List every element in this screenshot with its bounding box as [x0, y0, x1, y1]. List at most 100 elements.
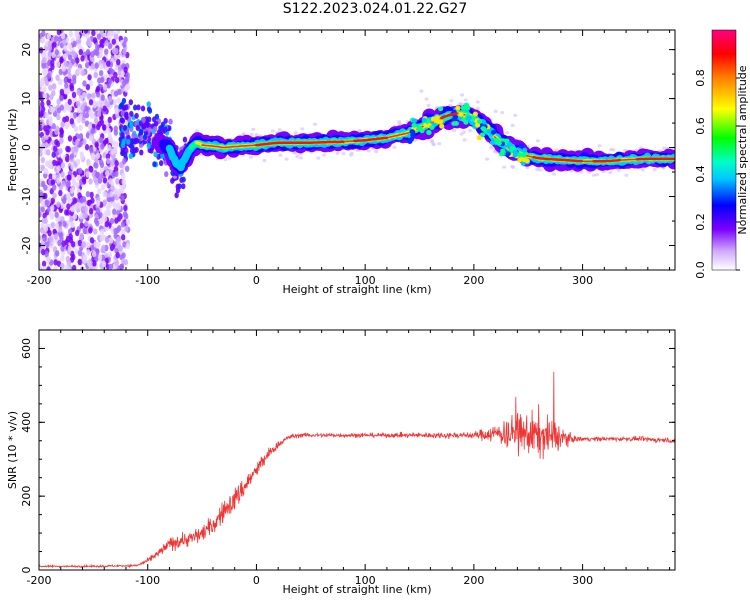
spectrogram-noise-blob — [74, 30, 79, 38]
spectrogram-transition-blob — [139, 135, 144, 142]
spectrogram-halo-blob — [341, 152, 346, 156]
spectrogram-noise-blob — [95, 91, 101, 98]
spectrogram-noise-blob — [107, 42, 113, 50]
spectrogram-noise-blob — [93, 228, 98, 235]
spectrogram-noise-blob — [125, 72, 130, 79]
spectrogram-transition-blob — [153, 151, 158, 158]
spectrogram-halo-blob — [392, 145, 397, 149]
spectrogram-ridge-core — [592, 158, 621, 163]
spectrogram-noise-blob — [39, 110, 44, 117]
spectrogram-noise-blob — [91, 250, 97, 258]
spectrogram-noise-blob — [99, 63, 104, 70]
spectrogram-noise-blob — [68, 62, 73, 69]
spectrogram-noise-blob — [57, 239, 62, 247]
spectrogram-transition-blob — [129, 120, 134, 127]
spectrogram-noise-blob — [124, 225, 129, 232]
spectrogram-noise-blob — [109, 190, 114, 198]
spectrogram-noise-blob — [91, 171, 97, 178]
snr-plot — [39, 371, 675, 569]
spectrogram-halo-blob — [624, 173, 629, 177]
colorbar-tick-label: 0.6 — [694, 117, 707, 135]
spectrogram-noise-blob — [58, 78, 63, 85]
spectrogram-noise-blob — [102, 105, 107, 112]
spectrogram-patch-blob — [475, 122, 481, 128]
spectrogram-x-tick-label: 0 — [253, 274, 260, 287]
spectrogram-patch-blob — [433, 118, 440, 124]
spectrogram-noise-blob — [122, 210, 128, 218]
spectrogram-noise-blob — [58, 147, 63, 155]
spectrogram-transition-blob — [140, 105, 146, 112]
spectrogram-noise-blob — [40, 200, 45, 207]
spectrogram-noise-blob — [119, 161, 124, 169]
spectrogram-noise-blob — [85, 48, 91, 56]
spectrogram-halo-blob — [460, 93, 465, 97]
spectrogram-noise-blob — [88, 134, 94, 142]
spectrogram-noise-blob — [110, 159, 115, 166]
spectrogram-noise-blob — [48, 120, 53, 127]
spectrogram-noise-blob — [81, 196, 87, 203]
spectrogram-noise-blob — [100, 183, 106, 191]
spectrogram-noise-blob — [108, 178, 113, 185]
spectrogram-noise-blob — [85, 39, 91, 47]
spectrogram-noise-blob — [109, 67, 114, 75]
spectrogram-noise-blob — [71, 91, 77, 99]
spectrogram-halo-blob — [278, 153, 283, 157]
spectrogram-noise-blob — [78, 167, 83, 175]
spectrogram-noise-blob — [44, 67, 49, 75]
snr-y-tick-label: 0 — [20, 567, 33, 574]
spectrogram-noise-blob — [64, 209, 69, 216]
spectrogram-halo-blob — [505, 131, 510, 135]
snr-x-tick-label: -200 — [27, 574, 52, 587]
spectrogram-noise-blob — [75, 158, 81, 166]
spectrogram-noise-blob — [82, 227, 88, 235]
spectrogram-noise-blob — [51, 151, 56, 158]
spectrogram-noise-blob — [82, 80, 87, 87]
snr-x-tick-label: 0 — [253, 574, 260, 587]
spectrogram-transition-blob — [152, 125, 158, 132]
spectrogram-transition-blob — [120, 110, 126, 117]
spectrogram-noise-blob — [54, 35, 59, 42]
spectrogram-noise-blob — [39, 80, 43, 88]
spectrogram-halo-blob — [652, 168, 657, 172]
spectrogram-x-tick-label: 100 — [355, 274, 376, 287]
spectrogram-noise-blob — [88, 207, 94, 215]
spectrogram-noise-blob — [54, 128, 59, 136]
spectrogram-noise-blob — [44, 199, 49, 206]
spectrogram-patch-blob — [408, 137, 414, 142]
spectrogram-noise-blob — [84, 32, 90, 39]
spectrogram-halo-blob — [284, 157, 289, 161]
spectrogram-noise-blob — [48, 173, 53, 180]
spectrogram-noise-blob — [101, 244, 106, 251]
spectrogram-noise-blob — [122, 41, 127, 48]
spectrogram-halo-blob — [249, 132, 254, 136]
spectrogram-noise-blob — [101, 261, 107, 268]
snr-y-tick-label: 600 — [20, 338, 33, 359]
spectrogram-noise-blob — [40, 206, 45, 213]
spectrogram-patch-blob — [476, 135, 482, 141]
spectrogram-noise-blob — [62, 39, 67, 46]
spectrogram-transition-blob — [156, 129, 162, 136]
spectrogram-noise-blob — [96, 110, 102, 118]
spectrogram-noise-blob — [70, 205, 75, 213]
spectrogram-noise-blob — [39, 150, 43, 157]
spectrogram-noise-blob — [116, 97, 121, 104]
spectrogram-noise-blob — [42, 57, 47, 64]
spectrogram-noise-blob — [81, 205, 86, 212]
spectrogram-noise-blob — [46, 184, 51, 192]
spectrogram-noise-blob — [74, 70, 79, 77]
spectrogram-noise-blob — [89, 191, 94, 199]
spectrogram-noise-blob — [89, 146, 94, 154]
spectrogram-noise-blob — [93, 71, 99, 79]
spectrogram-noise-blob — [99, 136, 104, 144]
spectrogram-noise-blob — [70, 221, 75, 228]
spectrogram-noise-blob — [77, 192, 82, 199]
snr-x-tick-label: 100 — [355, 574, 376, 587]
spectrogram-ridge-core — [353, 136, 389, 143]
spectrogram-noise-blob — [72, 197, 78, 204]
spectrogram-noise-blob — [92, 101, 97, 109]
spectrogram-halo-blob — [251, 127, 256, 132]
spectrogram-noise-blob — [67, 43, 72, 50]
spectrogram-transition-blob — [182, 136, 188, 143]
spectrogram-noise-blob — [87, 74, 92, 81]
spectrogram-noise-blob — [75, 100, 81, 107]
